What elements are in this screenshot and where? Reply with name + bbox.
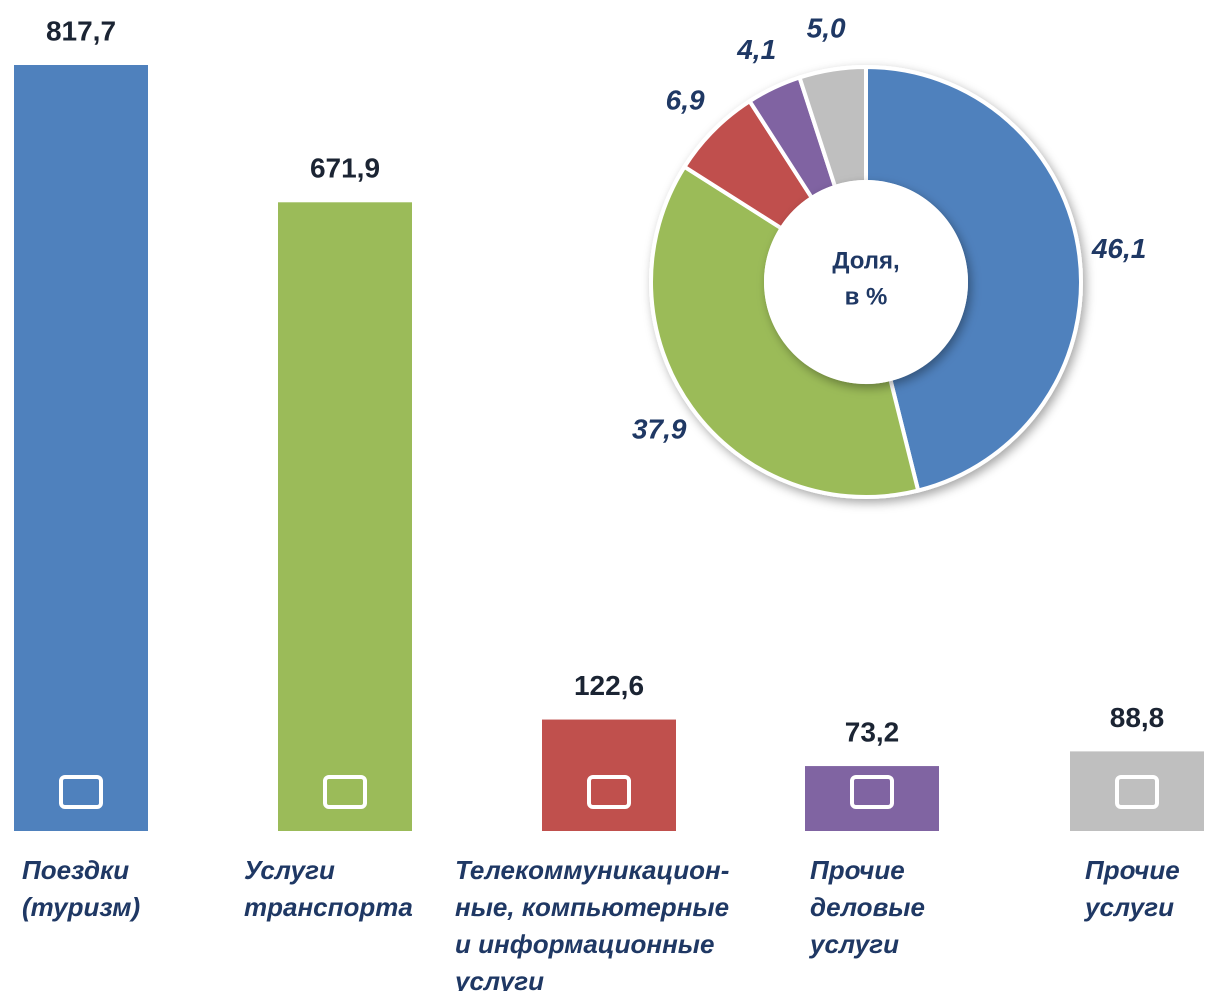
- icon-shape: [850, 775, 894, 809]
- category-label: Телекоммуникацион-: [455, 855, 729, 885]
- icon-shape: [323, 775, 367, 809]
- center-label: в %: [845, 283, 888, 310]
- category-label: Прочие: [810, 855, 905, 885]
- bar: [10, 61, 152, 835]
- icon: [1115, 775, 1159, 809]
- icon-shape: [59, 775, 103, 809]
- icon-shape: [587, 775, 631, 809]
- icon: [323, 775, 367, 809]
- value-label: 671,9: [310, 153, 380, 184]
- category-label: услуги: [453, 966, 544, 991]
- category-label: (туризм): [22, 892, 140, 922]
- category-label: и информационные: [455, 929, 714, 959]
- category-label: деловые: [810, 892, 925, 922]
- bar: [801, 762, 943, 835]
- icon: [587, 775, 631, 809]
- category-label: транспорта: [244, 892, 413, 922]
- bar: [1066, 747, 1205, 835]
- category-label: услуги: [1083, 892, 1174, 922]
- value-label: 817,7: [46, 15, 116, 46]
- value-label: 122,6: [574, 670, 644, 701]
- donut-hole: [764, 180, 968, 384]
- icon: [850, 775, 894, 809]
- value-label: 37,9: [632, 414, 687, 445]
- value-label: 88,8: [1110, 702, 1165, 733]
- value-label: 6,9: [666, 85, 705, 116]
- value-label: 5,0: [807, 13, 846, 44]
- value-label: 46,1: [1091, 233, 1147, 264]
- category-label: услуги: [808, 929, 899, 959]
- category-label: Поездки: [22, 855, 129, 885]
- category-label: Услуги: [244, 855, 335, 885]
- category-label: ные, компьютерные: [455, 892, 729, 922]
- center-label: Доля,: [832, 247, 899, 274]
- bar: [274, 198, 416, 835]
- category-label: Прочие: [1085, 855, 1180, 885]
- icon-shape: [1115, 775, 1159, 809]
- value-label: 73,2: [845, 716, 900, 747]
- icon: [59, 775, 103, 809]
- value-label: 4,1: [736, 34, 776, 65]
